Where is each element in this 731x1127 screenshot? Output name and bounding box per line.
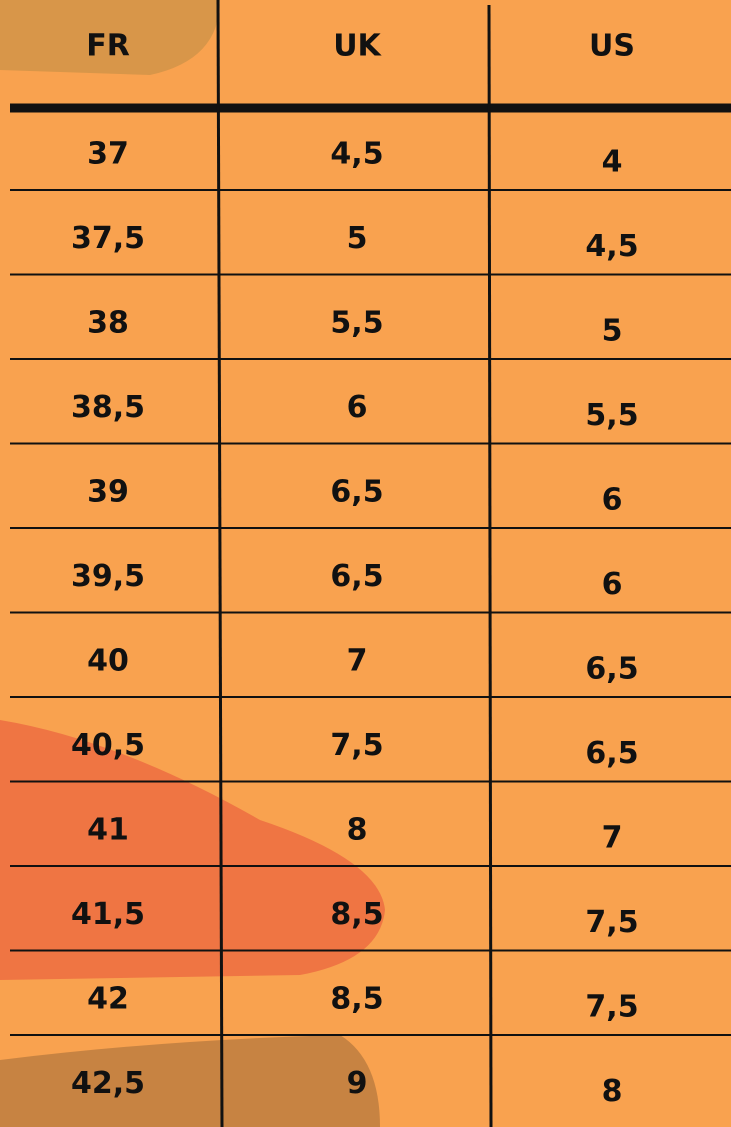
cell: 9 bbox=[347, 1066, 368, 1101]
column-header: UK bbox=[333, 29, 382, 64]
cell: 39 bbox=[87, 475, 129, 510]
cell: 41,5 bbox=[71, 897, 145, 932]
cell: 4,5 bbox=[585, 229, 638, 264]
cell: 6 bbox=[347, 390, 368, 425]
cell: 40 bbox=[87, 644, 129, 679]
cell: 5,5 bbox=[585, 398, 638, 433]
cell: 6,5 bbox=[585, 736, 638, 771]
cell: 6,5 bbox=[330, 559, 383, 594]
cell: 6 bbox=[602, 567, 623, 602]
cell: 7,5 bbox=[585, 905, 638, 940]
cell: 37,5 bbox=[71, 221, 145, 256]
cell: 5,5 bbox=[330, 306, 383, 341]
cell: 7,5 bbox=[330, 728, 383, 763]
cell: 5 bbox=[602, 314, 623, 349]
cell: 41 bbox=[87, 813, 129, 848]
cell: 37 bbox=[87, 137, 129, 172]
cell: 4,5 bbox=[330, 137, 383, 172]
cell: 5 bbox=[347, 221, 368, 256]
cell: 6,5 bbox=[330, 475, 383, 510]
cell: 38,5 bbox=[71, 390, 145, 425]
cell: 8 bbox=[347, 813, 368, 848]
cell: 42,5 bbox=[71, 1066, 145, 1101]
cell: 40,5 bbox=[71, 728, 145, 763]
cell: 7,5 bbox=[585, 990, 638, 1025]
cell: 8 bbox=[602, 1074, 623, 1109]
cell: 42 bbox=[87, 982, 129, 1017]
size-chart: FR UK US 37 4,5 4 37,5 5 4,5 38 5,5 5 38,5 6 5,5 39 6,5 6… bbox=[0, 0, 731, 1127]
cell: 7 bbox=[347, 644, 368, 679]
cell: 39,5 bbox=[71, 559, 145, 594]
column-header: FR bbox=[86, 29, 130, 64]
cell: 8,5 bbox=[330, 897, 383, 932]
cell: 8,5 bbox=[330, 982, 383, 1017]
cell: 6 bbox=[602, 483, 623, 518]
cell: 7 bbox=[602, 821, 623, 856]
cell: 4 bbox=[602, 145, 623, 180]
cell: 38 bbox=[87, 306, 129, 341]
column-header: US bbox=[589, 29, 635, 64]
column-rule bbox=[489, 5, 491, 1127]
cell: 6,5 bbox=[585, 652, 638, 687]
